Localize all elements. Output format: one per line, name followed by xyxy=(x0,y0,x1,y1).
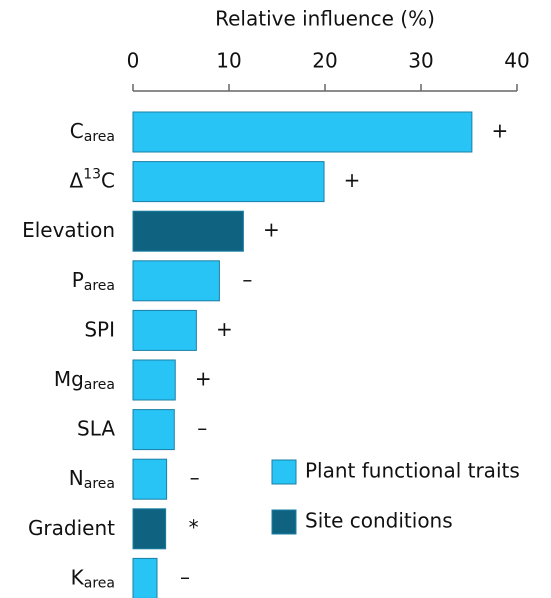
x-tick-label: 0 xyxy=(127,49,140,73)
label-part: area xyxy=(84,575,115,591)
bar xyxy=(132,359,176,401)
label-part: K xyxy=(71,565,85,589)
x-tick-label: 30 xyxy=(408,49,433,73)
significance-sign: + xyxy=(216,317,233,341)
label-part: Δ xyxy=(70,168,84,192)
label-part: P xyxy=(72,267,84,291)
x-tick-label: 10 xyxy=(216,49,241,73)
x-tick-label: 20 xyxy=(312,49,337,73)
label-part: area xyxy=(84,129,115,145)
label-part: 13 xyxy=(83,167,101,183)
label-part: SPI xyxy=(84,317,115,341)
label-part: Elevation xyxy=(22,218,115,242)
label-part: C xyxy=(101,168,115,192)
bar xyxy=(132,260,220,302)
y-tick-label: Parea xyxy=(72,267,115,294)
legend-label: Plant functional traits xyxy=(305,459,520,483)
y-tick-label: Karea xyxy=(71,565,115,592)
label-part: Gradient xyxy=(28,515,115,539)
bar xyxy=(132,161,325,203)
label-part: N xyxy=(69,466,84,490)
significance-sign: * xyxy=(189,515,199,539)
significance-sign: – xyxy=(190,466,200,490)
bar xyxy=(132,111,473,153)
significance-sign: – xyxy=(180,565,190,589)
label-part: area xyxy=(84,476,115,492)
label-part: Mg xyxy=(54,367,84,391)
y-tick-label: Δ13C xyxy=(70,167,115,193)
bar xyxy=(132,309,197,351)
legend-swatch xyxy=(271,509,297,535)
bar xyxy=(132,210,244,252)
bar xyxy=(132,557,158,598)
significance-sign: – xyxy=(197,416,207,440)
x-axis-title: Relative influence (%) xyxy=(215,7,435,31)
label-part: area xyxy=(84,377,115,393)
y-tick-label: Mgarea xyxy=(54,367,115,394)
label-part: C xyxy=(70,119,84,143)
y-tick-label: Narea xyxy=(69,466,115,493)
bar xyxy=(132,409,175,451)
y-tick-label: Gradient xyxy=(28,515,115,539)
y-tick-label: Elevation xyxy=(22,218,115,242)
y-tick-label: SPI xyxy=(84,317,115,341)
significance-sign: – xyxy=(242,267,252,291)
bar xyxy=(132,508,167,550)
label-part: SLA xyxy=(77,416,115,440)
label-part: area xyxy=(84,278,115,294)
significance-sign: + xyxy=(263,218,280,242)
significance-sign: + xyxy=(195,367,212,391)
legend-label: Site conditions xyxy=(305,509,453,533)
x-tick-label: 40 xyxy=(504,49,529,73)
significance-sign: + xyxy=(491,119,508,143)
y-tick-label: SLA xyxy=(77,416,115,440)
legend-swatch xyxy=(271,459,297,485)
significance-sign: + xyxy=(344,168,361,192)
y-tick-label: Carea xyxy=(70,119,115,146)
bar xyxy=(132,458,168,500)
